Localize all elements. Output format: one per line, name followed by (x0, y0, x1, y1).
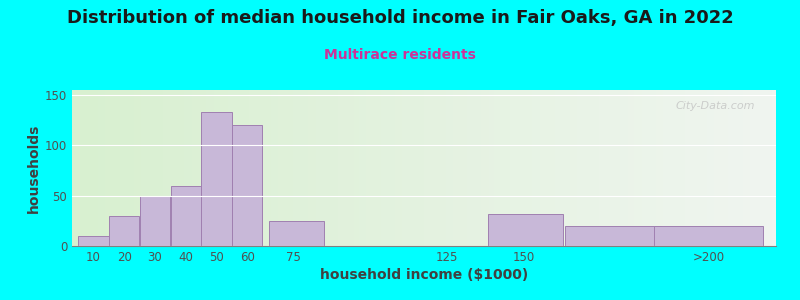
Bar (488, 214, 563, 246)
Text: Multirace residents: Multirace residents (324, 48, 476, 62)
Bar (654, 226, 762, 246)
Text: Distribution of median household income in Fair Oaks, GA in 2022: Distribution of median household income … (66, 9, 734, 27)
Y-axis label: households: households (26, 123, 41, 213)
Bar (109, 216, 139, 246)
X-axis label: household income ($1000): household income ($1000) (320, 268, 528, 282)
Bar (140, 196, 170, 246)
Bar (270, 221, 323, 246)
Bar (170, 186, 201, 246)
Bar (202, 112, 231, 246)
Bar (78, 236, 109, 246)
Bar (565, 226, 662, 246)
Bar (232, 125, 262, 246)
Text: City-Data.com: City-Data.com (675, 101, 755, 111)
